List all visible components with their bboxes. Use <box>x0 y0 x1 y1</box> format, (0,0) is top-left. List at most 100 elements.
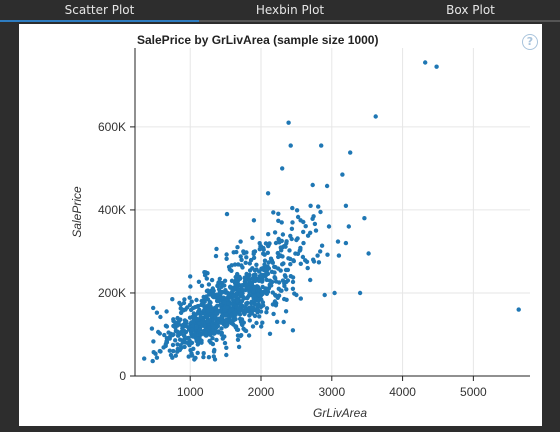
data-point <box>265 191 271 196</box>
data-point <box>243 328 249 334</box>
data-point <box>187 302 193 308</box>
data-point <box>234 280 240 286</box>
data-point <box>149 326 155 331</box>
data-point <box>373 114 378 119</box>
data-point <box>295 214 301 220</box>
data-point <box>290 279 296 285</box>
data-point <box>205 309 210 314</box>
data-point <box>357 290 363 296</box>
data-point <box>336 253 342 258</box>
data-point <box>210 336 215 341</box>
data-point <box>197 307 202 313</box>
data-point <box>263 268 269 273</box>
data-point <box>217 289 223 294</box>
data-point <box>252 285 257 291</box>
data-point <box>283 244 288 249</box>
y-tick-label: 400K <box>98 203 126 217</box>
help-icon[interactable]: ? <box>522 34 538 50</box>
data-point <box>158 314 163 320</box>
data-point <box>234 249 239 255</box>
data-point <box>171 332 176 337</box>
data-point <box>242 275 247 280</box>
data-point <box>297 248 302 253</box>
data-point <box>362 216 367 221</box>
x-tick-label: 4000 <box>389 385 416 399</box>
data-point <box>264 306 270 311</box>
data-point <box>142 356 147 361</box>
data-point <box>287 248 292 253</box>
data-point <box>255 284 261 290</box>
data-point <box>236 306 241 311</box>
data-point <box>238 239 243 244</box>
data-point <box>206 355 212 360</box>
data-point <box>188 307 194 313</box>
data-point <box>319 143 324 148</box>
data-point <box>219 330 224 336</box>
data-point <box>256 297 261 303</box>
data-point <box>311 214 316 219</box>
data-point <box>249 299 254 304</box>
data-point <box>211 324 217 329</box>
data-point <box>167 348 172 353</box>
data-point <box>185 340 191 345</box>
data-point <box>207 292 212 297</box>
data-point <box>219 326 224 331</box>
data-point <box>423 60 428 65</box>
data-point <box>214 337 219 343</box>
data-point <box>229 263 234 268</box>
data-point <box>171 348 176 354</box>
data-point <box>276 280 282 285</box>
data-point <box>256 301 261 307</box>
data-point <box>222 308 228 313</box>
data-point <box>196 279 202 284</box>
data-point <box>249 281 254 287</box>
tab-hexbin-plot[interactable]: Hexbin Plot <box>199 0 381 22</box>
data-point <box>243 260 248 265</box>
data-point <box>247 261 252 266</box>
data-point <box>265 250 270 255</box>
tab-box-plot[interactable]: Box Plot <box>381 0 560 22</box>
tab-bar: Scatter Plot Hexbin Plot Box Plot <box>0 0 560 22</box>
data-point <box>247 289 252 294</box>
data-point <box>258 309 264 314</box>
data-point <box>251 255 257 260</box>
data-point <box>170 297 175 302</box>
data-point <box>264 310 269 315</box>
data-point <box>151 339 156 344</box>
data-point <box>175 323 181 328</box>
data-point <box>222 340 228 346</box>
data-point <box>229 278 235 283</box>
data-point <box>335 239 341 244</box>
x-tick-label: 1000 <box>177 385 204 399</box>
data-point <box>225 322 230 328</box>
data-point <box>271 311 276 317</box>
y-axis-label: SalePrice <box>70 186 84 238</box>
data-point <box>163 342 168 347</box>
data-point <box>254 320 259 326</box>
data-point <box>305 265 310 271</box>
data-point <box>223 312 229 317</box>
data-point <box>199 302 204 307</box>
data-point <box>175 349 180 354</box>
data-point <box>258 244 264 249</box>
data-point <box>229 321 234 326</box>
data-point <box>247 318 252 323</box>
data-point <box>171 317 176 322</box>
data-point <box>332 290 337 296</box>
data-point <box>219 284 224 289</box>
data-point <box>301 229 306 235</box>
data-point <box>204 314 209 319</box>
data-point <box>316 204 321 209</box>
data-point <box>224 256 229 261</box>
data-point <box>237 312 243 317</box>
data-point <box>206 282 212 287</box>
data-point <box>316 260 322 265</box>
data-point <box>195 342 200 347</box>
data-point <box>205 319 211 324</box>
data-point <box>280 166 285 171</box>
tab-scatter-plot[interactable]: Scatter Plot <box>0 0 199 22</box>
data-point <box>220 313 225 319</box>
data-point <box>230 289 235 294</box>
data-point <box>280 232 286 237</box>
data-point <box>243 305 248 310</box>
